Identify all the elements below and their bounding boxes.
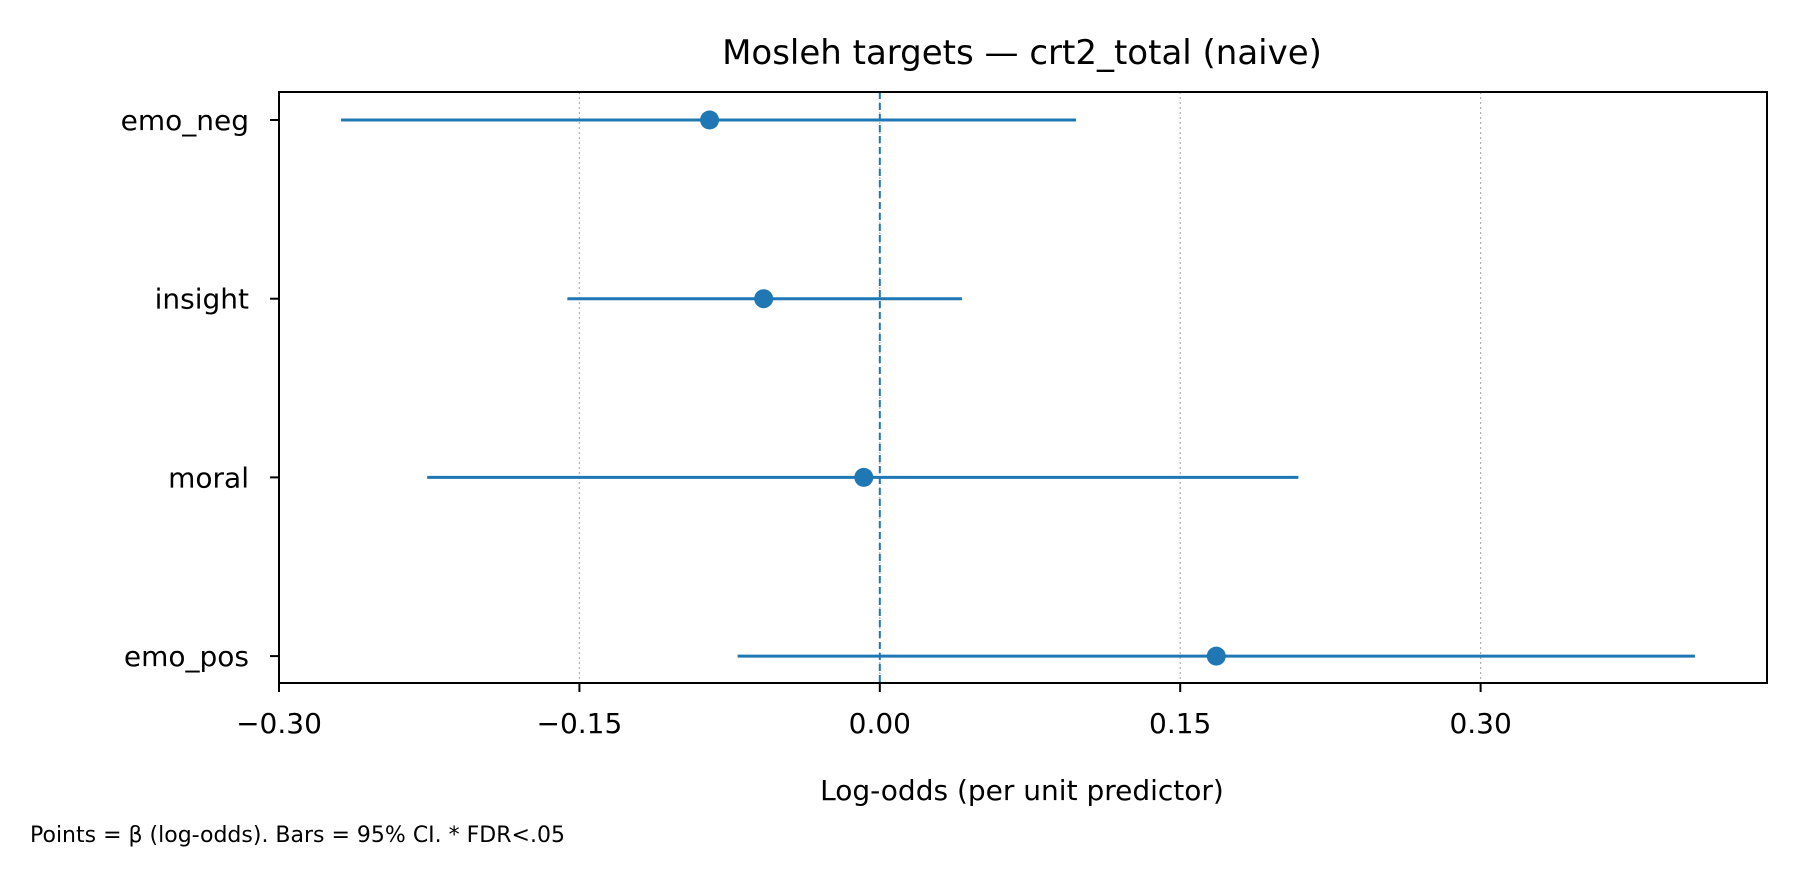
y-tick-label-moral: moral [168, 461, 249, 494]
estimate-points [700, 110, 1226, 666]
x-tick-label: 0.30 [1449, 707, 1511, 740]
chart-caption: Points = β (log-odds). Bars = 95% CI. * … [30, 823, 565, 848]
chart-title: Mosleh targets — crt2_total (naive) [722, 33, 1322, 73]
x-axis-ticks: −0.30 −0.15 0.00 0.15 0.30 [236, 683, 1512, 740]
estimate-point-emo_neg [700, 110, 720, 130]
x-tick-label: 0.00 [849, 707, 911, 740]
plot-frame [278, 91, 1768, 684]
y-tick-label-emo_pos: emo_pos [124, 640, 249, 673]
y-tick-label-insight: insight [155, 283, 249, 316]
ci-bars [341, 118, 1695, 658]
y-tick-label-emo_neg: emo_neg [121, 104, 249, 137]
estimate-point-moral [854, 467, 874, 487]
x-tick-label: −0.30 [236, 707, 322, 740]
x-tick-label: −0.15 [536, 707, 622, 740]
x-axis-label: Log-odds (per unit predictor) [820, 774, 1224, 807]
x-tick-label: 0.15 [1149, 707, 1211, 740]
estimate-point-emo_pos [1206, 646, 1226, 666]
estimate-point-insight [754, 289, 774, 309]
